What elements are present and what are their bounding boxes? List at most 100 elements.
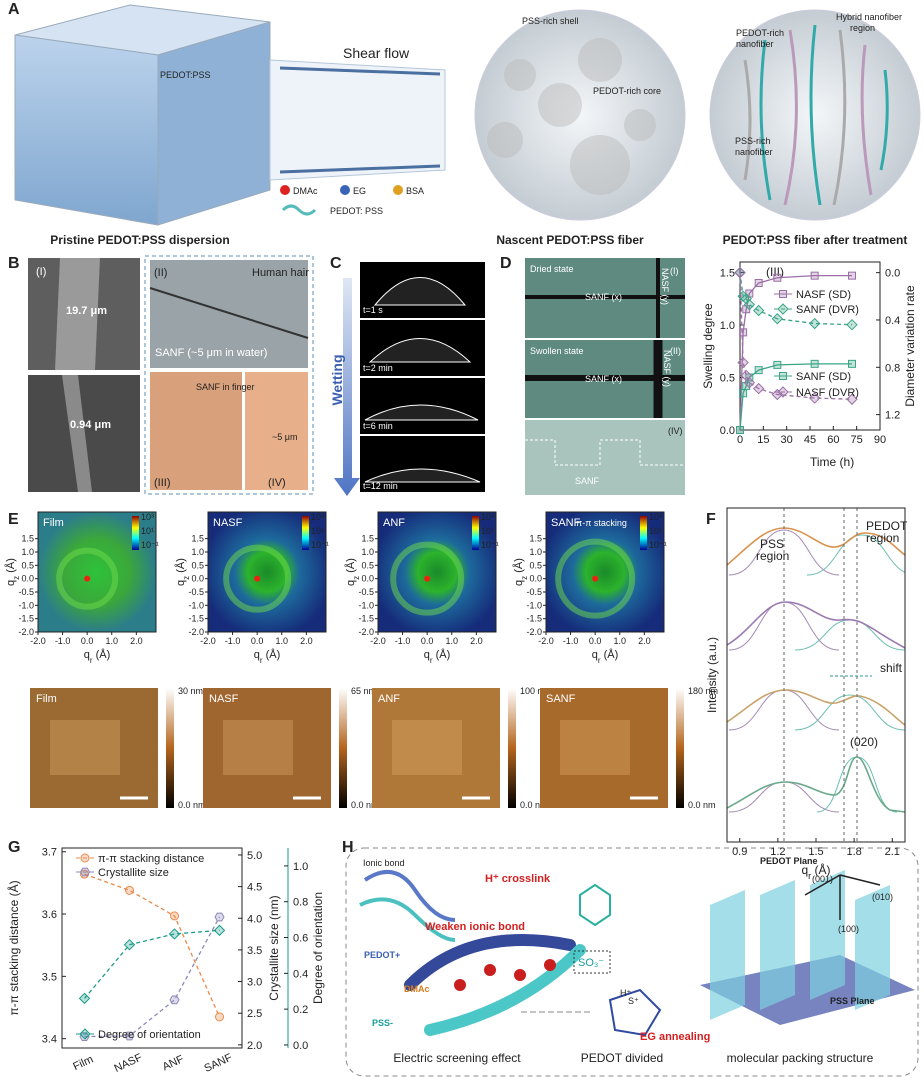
axis-label: Time (h) — [810, 455, 854, 469]
particle — [504, 59, 536, 91]
afm-colorbar — [166, 688, 174, 808]
x-tick-label: -1.0 — [563, 636, 579, 646]
label: (100) — [838, 924, 859, 934]
label: ~5 μm — [272, 432, 297, 442]
axis-label-part: q — [5, 580, 17, 586]
afm-colorbar — [676, 688, 684, 808]
x-tick-label: 60 — [827, 434, 839, 446]
microscope-image — [525, 420, 685, 495]
marker — [739, 328, 748, 337]
colorbar-label: 10³ — [141, 512, 154, 522]
marker — [739, 389, 748, 398]
y-tick-label: 0.0 — [361, 574, 374, 584]
y2-tick-label: 2.0 — [247, 1040, 262, 1052]
y3-tick-label: 0.0 — [293, 1040, 308, 1052]
marker — [170, 911, 179, 921]
roman-label: (II) — [154, 267, 167, 279]
y-tick-label: 3.4 — [42, 1034, 57, 1046]
wetting-arrow — [334, 278, 360, 496]
label: SANF (x) — [585, 292, 622, 302]
axis-label: qz (Å) — [174, 558, 191, 586]
marker — [169, 995, 180, 1005]
finger-image — [245, 372, 308, 490]
y-tick-label: 0.5 — [21, 560, 34, 570]
label: H⁺ — [620, 988, 631, 998]
axis-label-part: r — [598, 656, 601, 665]
ionic-illustration — [359, 870, 662, 1037]
beam-center — [84, 575, 91, 582]
label: Dried state — [530, 264, 574, 274]
beam-center — [254, 575, 261, 582]
afm-colorbar — [508, 688, 516, 808]
y2-tick-label: 5.0 — [247, 850, 262, 862]
legend-label: BSA — [406, 186, 424, 196]
x-tick-label: 0.0 — [81, 636, 94, 646]
x-tick-label: 1.8 — [846, 846, 861, 858]
label: PEDOT+ — [364, 950, 400, 960]
roman-label: (IV) — [268, 477, 286, 489]
x-tick-label: -1.0 — [225, 636, 241, 646]
label: region — [850, 23, 875, 33]
axis-label: qz (Å) — [344, 558, 361, 586]
roman-label: (I) — [36, 266, 46, 278]
label: SANF — [575, 476, 600, 486]
sample-name: NASF — [209, 693, 239, 705]
sample-name: Film — [36, 693, 57, 705]
y-tick-label: -0.5 — [18, 587, 34, 597]
y-tick-label: -2.0 — [188, 627, 204, 637]
y-tick-label: 0.0 — [191, 574, 204, 584]
y-tick-label: 1.0 — [191, 547, 204, 557]
legend-marker — [79, 1028, 91, 1040]
marker — [808, 392, 821, 404]
y-tick-label: 1.0 — [21, 547, 34, 557]
marker — [737, 356, 749, 369]
label: Wetting — [329, 354, 345, 405]
axis-label-part: (Å) — [174, 558, 187, 576]
time-label: t=12 min — [363, 481, 398, 491]
y2-tick-label: 4.0 — [247, 913, 262, 925]
x-tick-label: 0.9 — [732, 846, 747, 858]
x-tick-label: -2.0 — [370, 636, 386, 646]
label: SANF (~5 μm in water) — [155, 347, 267, 359]
x-tick-label: -1.0 — [395, 636, 411, 646]
afm-image — [540, 688, 668, 808]
x-tick-label: 1.0 — [445, 636, 458, 646]
particle — [487, 122, 523, 158]
axis-label: PEDOT — [866, 519, 908, 533]
axis-label: Diameter variation rate — [903, 285, 917, 407]
x-tick-label: -2.0 — [200, 636, 216, 646]
label: NASF (y) — [662, 350, 672, 387]
label: PSS- — [372, 1018, 393, 1028]
afm-image — [372, 688, 500, 808]
marker — [752, 304, 765, 317]
legend-label: NASF (DVR) — [796, 387, 859, 399]
axis-label-part: (Å) — [4, 558, 17, 576]
afm-texture — [50, 720, 120, 775]
label: (010) — [872, 892, 893, 902]
legend-marker — [779, 290, 787, 298]
x-tick-label: 0.0 — [589, 636, 602, 646]
sample-name: Film — [43, 517, 64, 529]
x-tick-label: 0.0 — [251, 636, 264, 646]
legend-label: π-π stacking distance — [98, 853, 204, 865]
label: SANF (x) — [585, 374, 622, 384]
plot-frame — [739, 261, 881, 431]
colorbar-label: 10¹ — [481, 526, 494, 536]
marker — [125, 885, 134, 895]
colorbar — [132, 516, 139, 550]
y-tick-label: -1.5 — [188, 614, 204, 624]
afm-colorbar — [339, 688, 347, 808]
label: 0.94 μm — [70, 419, 111, 431]
label: molecular packing structure — [727, 1051, 874, 1065]
marker — [846, 393, 858, 405]
axis-label-part: q — [254, 649, 260, 661]
colorbar-label: 10⁻¹ — [311, 540, 329, 550]
y-tick-label: 1.5 — [361, 534, 374, 544]
legend-label: Degree of orientation — [98, 1029, 201, 1041]
y2-tick-label: 0.8 — [885, 362, 900, 374]
colorbar-label: 30 nm — [178, 686, 203, 696]
panel-frame — [144, 255, 314, 495]
label: Hybrid nanofiber — [836, 12, 902, 22]
y3-tick-label: 0.8 — [293, 897, 308, 909]
y-tick-label: -1.0 — [526, 600, 542, 610]
